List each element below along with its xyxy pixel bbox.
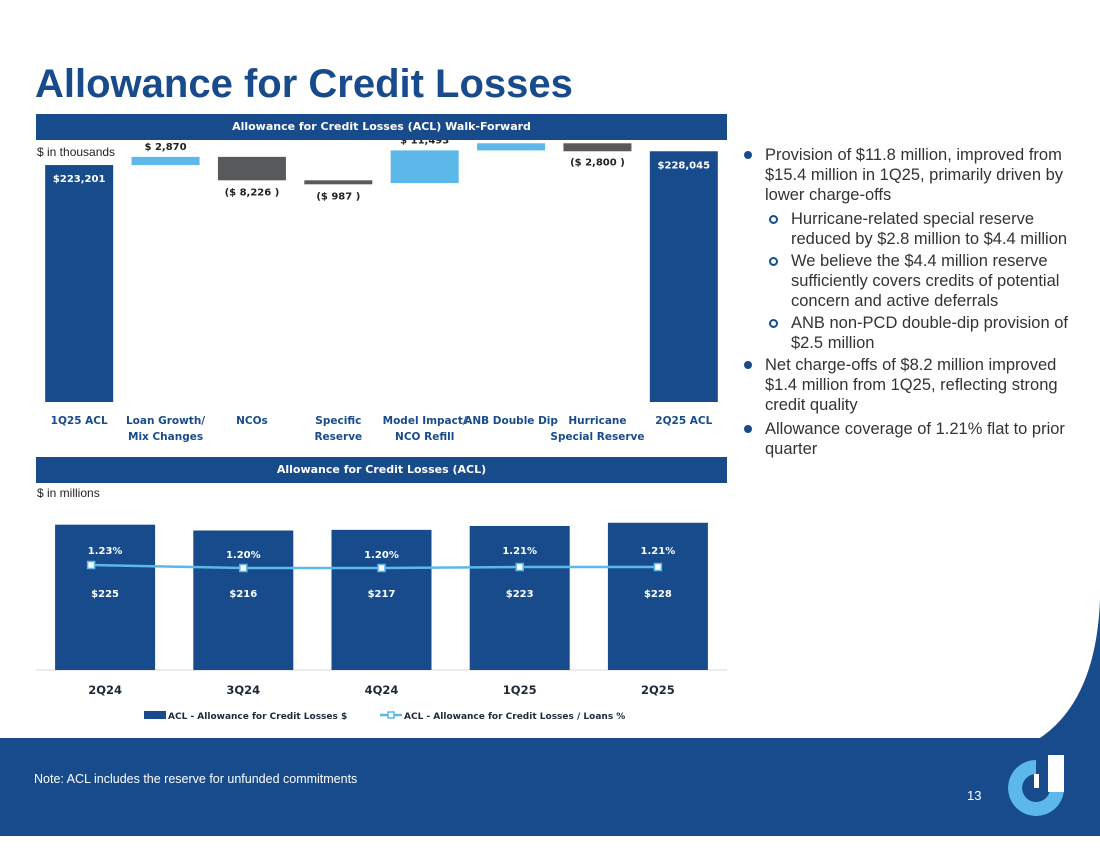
acl-bar <box>469 525 570 670</box>
waterfall-category-label: Loan Growth/ <box>126 415 205 427</box>
waterfall-bar <box>649 151 718 402</box>
walkforward-units: $ in thousands <box>37 145 116 159</box>
waterfall-data-label: $ 11,493 <box>400 140 449 146</box>
waterfall-category-label: Model Impact/ <box>383 415 467 427</box>
footnote: Note: ACL includes the reserve for unfun… <box>34 772 358 786</box>
page-title: Allowance for Credit Losses <box>35 62 573 106</box>
waterfall-bar <box>131 156 200 166</box>
waterfall-chart: $223,201 1Q25 ACL $ 2,870 Loan Growth/Mix C… <box>45 140 718 443</box>
acl-units: $ in millions <box>37 486 100 500</box>
sub-bullet-item: ANB non-PCD double-dip provision of $2.5… <box>742 313 1082 353</box>
waterfall-bar <box>477 143 546 151</box>
acl-pct-marker <box>239 563 248 573</box>
acl-pct-label: 1.20% <box>364 550 399 561</box>
acl-bar-label: $223 <box>506 589 534 600</box>
waterfall-data-label: ($ 987 ) <box>316 191 360 202</box>
waterfall-category-label: 1Q25 ACL <box>51 415 108 427</box>
acl-bar <box>607 522 708 670</box>
acl-category-label: 2Q24 <box>88 683 122 697</box>
acl-category-label: 2Q25 <box>641 683 675 697</box>
waterfall-data-label: $223,201 <box>53 174 106 185</box>
acl-bar <box>55 524 156 670</box>
acl-pct-marker <box>377 563 386 573</box>
waterfall-category-label: Hurricane <box>568 415 626 427</box>
bullet-item: Provision of $11.8 million, improved fro… <box>742 145 1082 205</box>
waterfall-category-label: 2Q25 ACL <box>655 415 712 427</box>
waterfall-data-label: $ 2,870 <box>145 142 187 153</box>
waterfall-category-label: NCO Refill <box>395 431 454 443</box>
acl-bar <box>331 529 432 670</box>
company-logo-icon <box>1008 755 1064 816</box>
acl-banner: Allowance for Credit Losses (ACL) <box>36 457 727 483</box>
bullet-item: Net charge-offs of $8.2 million improved… <box>742 355 1082 415</box>
acl-pct-marker <box>515 562 524 572</box>
waterfall-bar <box>217 156 286 181</box>
acl-bar <box>193 530 294 670</box>
walkforward-banner: Allowance for Credit Losses (ACL) Walk-F… <box>36 114 727 140</box>
acl-category-label: 4Q24 <box>365 683 399 697</box>
waterfall-bar <box>563 143 632 152</box>
waterfall-bar <box>45 165 114 402</box>
waterfall-data-label: ($ 2,800 ) <box>570 157 625 168</box>
legend-label-bar: ACL - Allowance for Credit Losses $ <box>168 712 347 722</box>
acl-bar-label: $216 <box>229 589 257 600</box>
acl-category-label: 1Q25 <box>503 683 537 697</box>
waterfall-category-label: Special Reserve <box>550 431 644 443</box>
legend-swatch-bar <box>144 711 166 719</box>
waterfall-category-label: NCOs <box>236 415 268 427</box>
bullet-item: Allowance coverage of 1.21% flat to prio… <box>742 419 1082 459</box>
sub-bullet-item: Hurricane-related special reserve reduce… <box>742 209 1082 249</box>
acl-bar-label: $228 <box>644 589 672 600</box>
acl-pct-marker <box>86 560 96 570</box>
acl-category-label: 3Q24 <box>226 683 260 697</box>
waterfall-category-label: Reserve <box>314 431 362 443</box>
footer-bar <box>0 738 1100 836</box>
waterfall-data-label: $228,045 <box>658 160 711 171</box>
acl-pct-label: 1.21% <box>641 546 676 557</box>
waterfall-category-label: ANB Double Dip <box>464 415 558 427</box>
legend-swatch-marker <box>387 711 395 719</box>
acl-pct-marker <box>653 562 663 572</box>
acl-pct-label: 1.20% <box>226 550 261 561</box>
legend-label-line: ACL - Allowance for Credit Losses / Loan… <box>404 712 625 722</box>
waterfall-bar <box>390 150 459 184</box>
waterfall-data-label: ($ 8,226 ) <box>225 187 280 198</box>
waterfall-category-label: Specific <box>315 415 361 427</box>
commentary-bullets: Provision of $11.8 million, improved fro… <box>742 145 1082 463</box>
sub-bullet-item: We believe the $4.4 million reserve suff… <box>742 251 1082 311</box>
acl-pct-label: 1.23% <box>88 546 123 557</box>
page-number: 13 <box>967 788 982 803</box>
acl-bar-label: $217 <box>368 589 396 600</box>
waterfall-bar <box>304 180 373 185</box>
waterfall-category-label: Mix Changes <box>128 431 203 443</box>
acl-trend-chart: $225 1.23% 2Q24 $216 1.20% 3Q24 $217 1.20% 4Q24 $… <box>36 522 727 722</box>
acl-pct-label: 1.21% <box>502 546 537 557</box>
acl-bar-label: $225 <box>91 589 119 600</box>
